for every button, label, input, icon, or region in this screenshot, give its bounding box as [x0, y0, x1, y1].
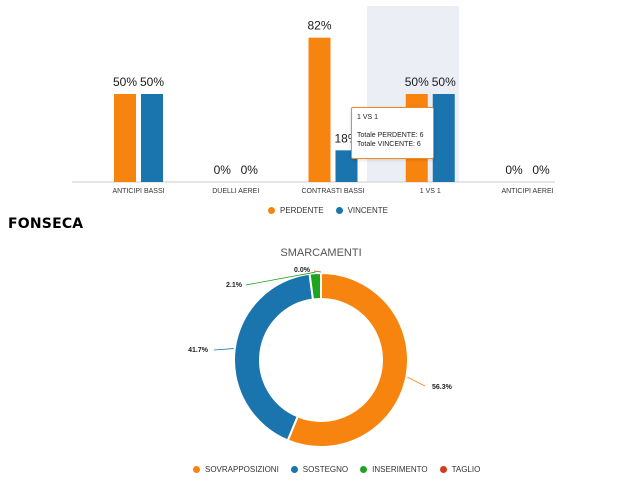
bar-perdente-anticipi-bassi[interactable]: [114, 94, 136, 182]
legend-label-taglio: TAGLIO: [451, 465, 481, 474]
bar-label-vincente-anticipi-bassi: 50%: [140, 75, 164, 89]
bar-label-perdente-duelli-aerei: 0%: [214, 163, 232, 177]
legend-label-sovrapposizioni: SOVRAPPOSIZIONI: [205, 465, 279, 474]
legend-dot-perdente: [268, 207, 275, 214]
legend-item-taglio[interactable]: TAGLIO: [439, 465, 481, 474]
bar-tooltip: 1 VS 1 Totale PERDENTE: 6 Totale VINCENT…: [351, 107, 434, 159]
legend-dot-vincente: [335, 207, 343, 214]
legend-dot-taglio: [439, 466, 447, 473]
slice-sovrapposizioni[interactable]: [286, 271, 409, 448]
bar-vincente-1-vs-1[interactable]: [432, 94, 455, 182]
legend-label-perdente: PERDENTE: [280, 206, 324, 215]
legend-dot-sostegno: [290, 466, 298, 473]
bar-perdente-contrasti-bassi[interactable]: [308, 37, 331, 183]
legend-label-inserimento: INSERIMENTO: [372, 465, 428, 474]
legend-dot-inserimento: [360, 466, 368, 473]
x-tick-label-1-vs-1: 1 VS 1: [420, 188, 441, 195]
slice-inserimento[interactable]: [308, 271, 322, 301]
bar-label-vincente-anticipi-aerei: 0%: [532, 163, 550, 177]
legend-dot-sovrapposizioni: [193, 466, 200, 473]
bar-label-perdente-1-vs-1: 50%: [405, 75, 429, 89]
bar-label-vincente-duelli-aerei: 0%: [241, 163, 259, 177]
legend-item-sostegno[interactable]: SOSTEGNO: [290, 465, 349, 474]
legend-item-inserimento[interactable]: INSERIMENTO: [360, 465, 428, 474]
slice-connector-inserimento: [245, 271, 316, 286]
slice-connector-taglio: [313, 270, 322, 273]
tooltip-vincente: Totale VINCENTE: 6: [357, 141, 421, 148]
slice-label-sovrapposizioni: 56.3%: [432, 384, 453, 391]
slice-sostegno[interactable]: [233, 272, 315, 442]
donut-legend: SOVRAPPOSIZIONI SOSTEGNO INSERIMENTO TAG…: [193, 465, 492, 474]
bar-label-perdente-anticipi-bassi: 50%: [113, 75, 137, 89]
legend-label-vincente: VINCENTE: [347, 206, 389, 215]
slice-label-taglio: 0.0%: [294, 267, 311, 274]
tooltip-title: 1 VS 1: [357, 114, 379, 121]
slice-connector-sostegno: [213, 348, 234, 351]
slice-connector-sovrapposizioni: [407, 376, 426, 387]
bar-vincente-anticipi-bassi[interactable]: [141, 94, 163, 182]
slice-label-inserimento: 2.1%: [226, 282, 243, 289]
x-tick-label-contrasti-bassi: CONTRASTI BASSI: [301, 188, 364, 195]
x-tick-label-duelli-aerei: DUELLI AEREI: [212, 188, 259, 195]
slice-label-sostegno: 41.7%: [188, 347, 209, 354]
bar-label-vincente-1-vs-1: 50%: [432, 75, 456, 89]
x-tick-label-anticipi-aerei: ANTICIPI AEREI: [501, 188, 553, 195]
player-name: FONSECA: [8, 216, 84, 232]
legend-item-sovrapposizioni[interactable]: SOVRAPPOSIZIONI: [193, 465, 279, 474]
legend-item-vincente[interactable]: VINCENTE: [335, 206, 389, 215]
donut-title: SMARCAMENTI: [280, 247, 361, 259]
legend-item-perdente[interactable]: PERDENTE: [268, 206, 324, 215]
tooltip-perdente: Totale PERDENTE: 6: [357, 132, 424, 139]
bar-legend: PERDENTE VINCENTE: [268, 206, 400, 215]
legend-label-sostegno: SOSTEGNO: [302, 465, 349, 474]
x-tick-label-anticipi-bassi: ANTICIPI BASSI: [112, 188, 164, 195]
bar-label-perdente-anticipi-aerei: 0%: [505, 163, 523, 177]
donut-chart: SMARCAMENTI 56.3% 41.7% 2.1% 0.0%: [188, 247, 453, 448]
bar-label-perdente-contrasti-bassi: 82%: [307, 19, 331, 33]
